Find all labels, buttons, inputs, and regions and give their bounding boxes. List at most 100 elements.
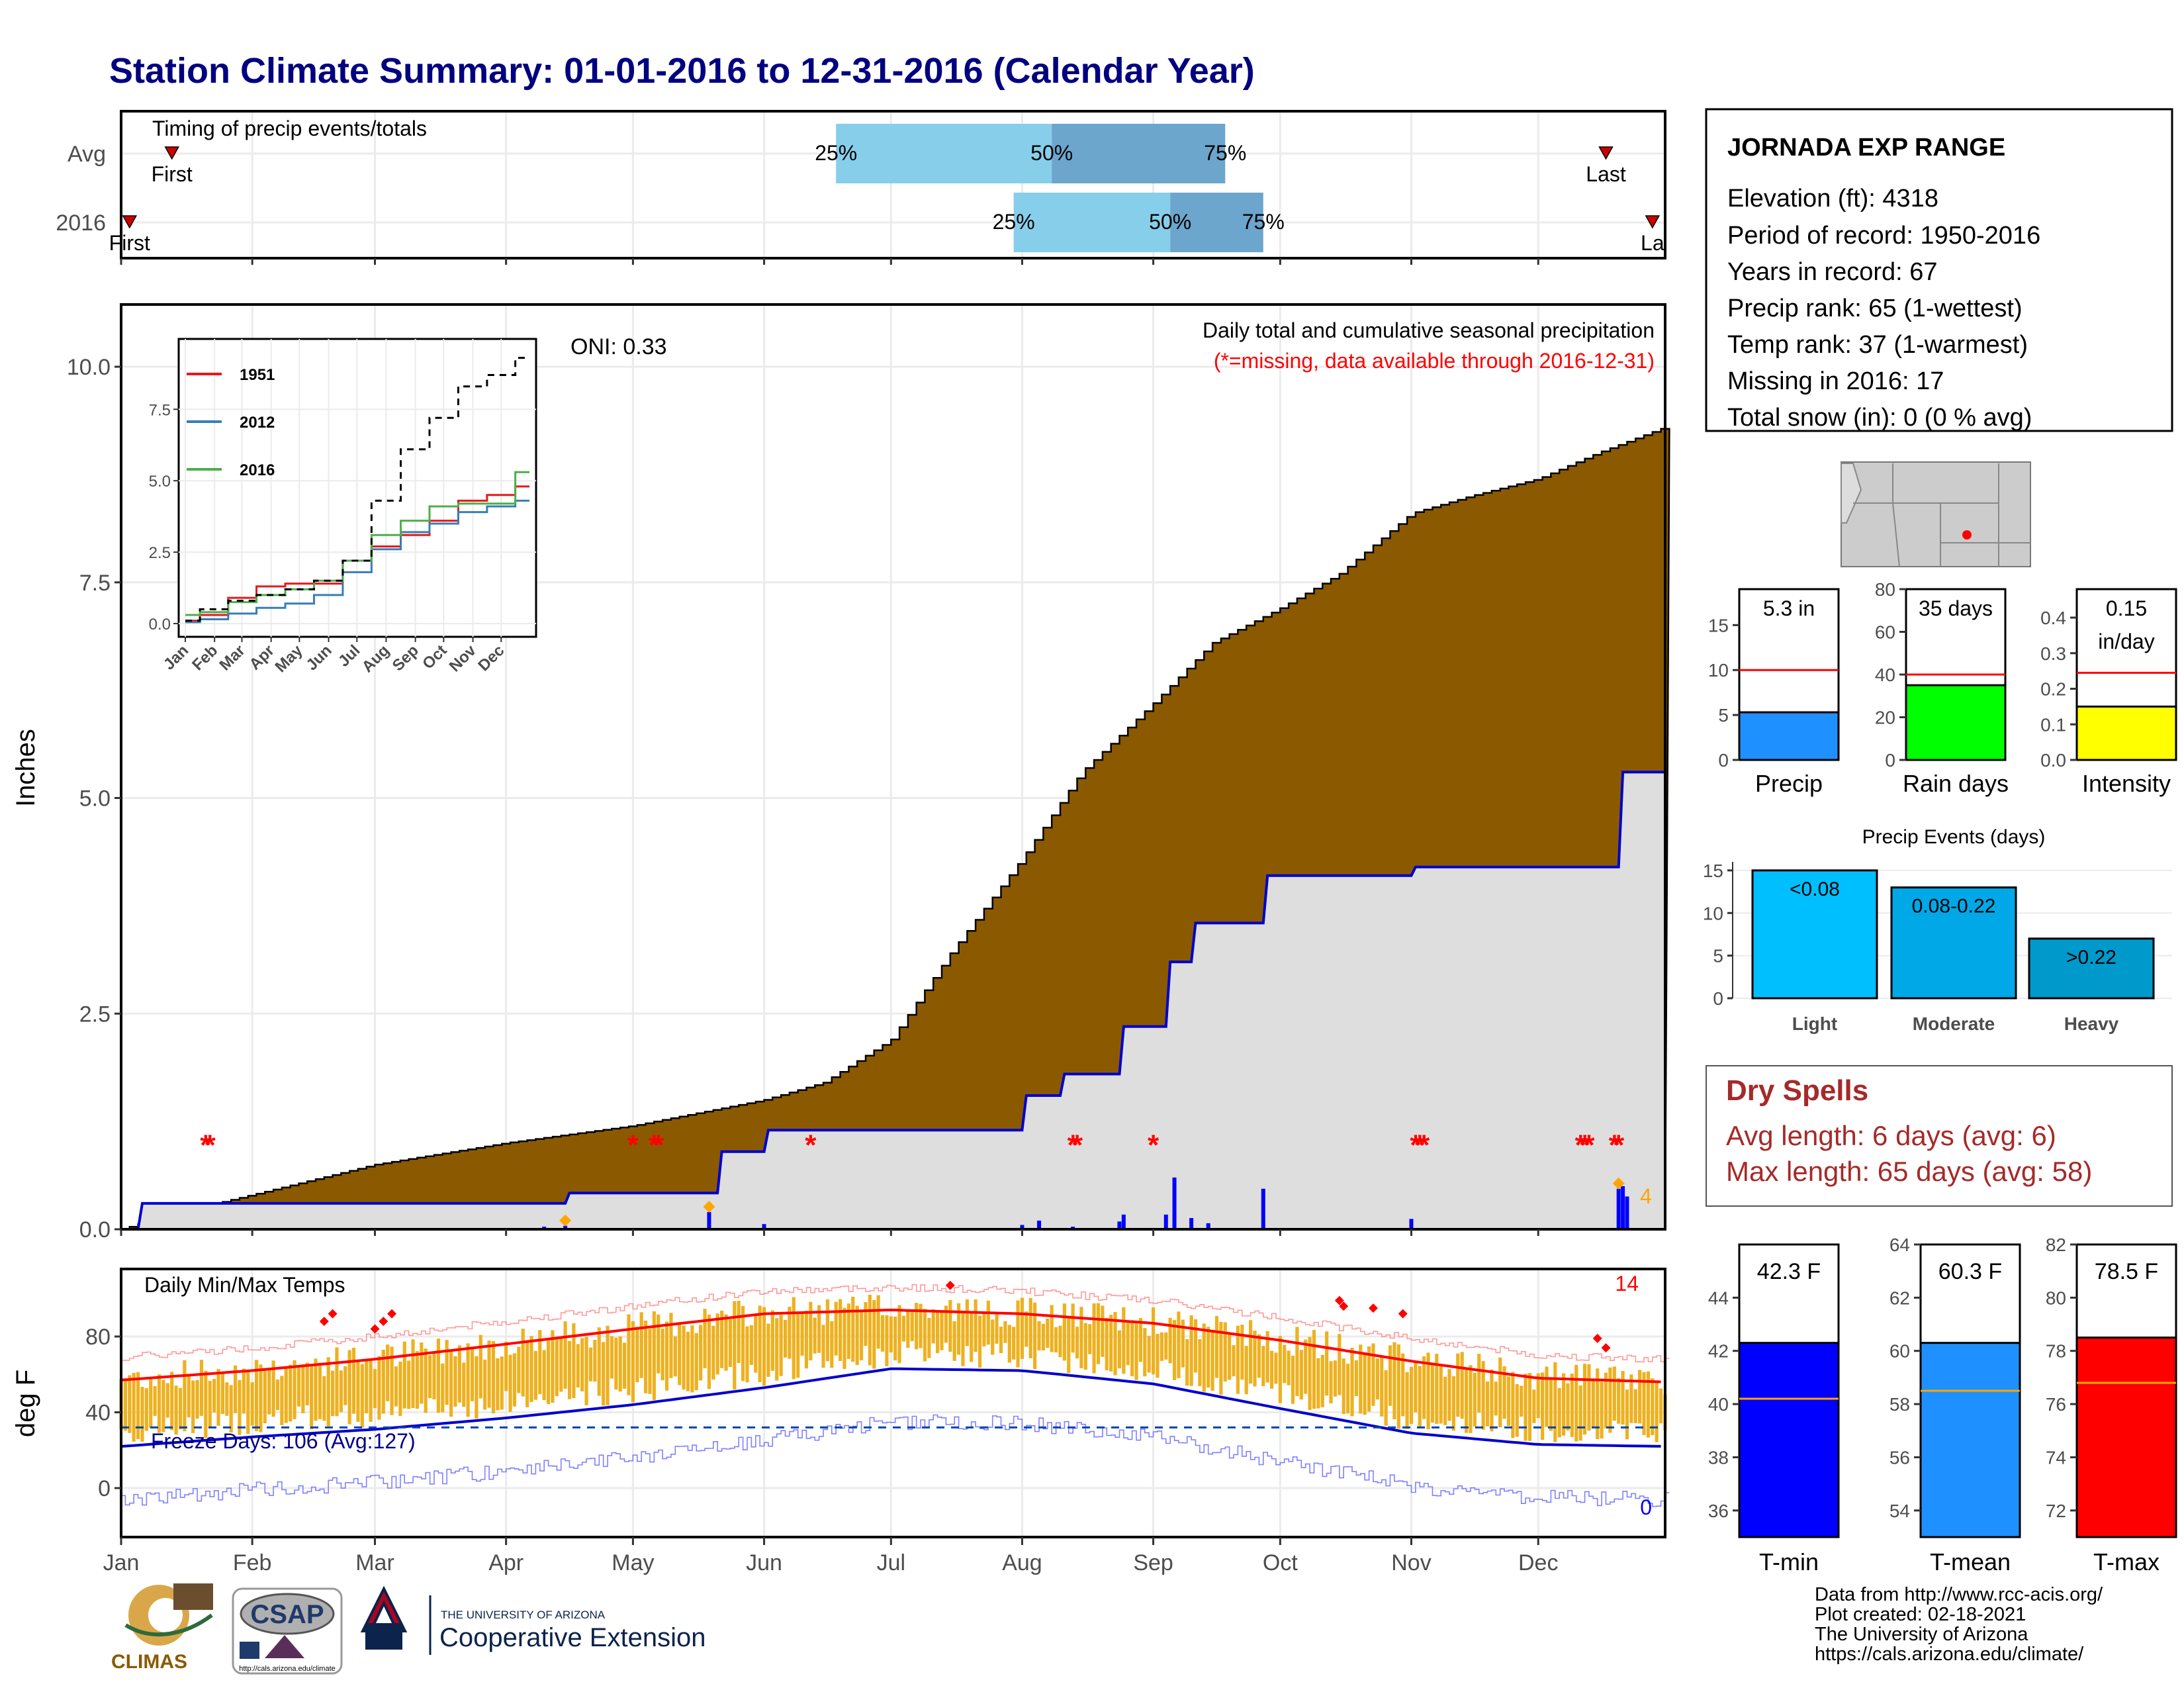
- daily-temp-bar: [1477, 1354, 1481, 1413]
- dry-spells-title: Dry Spells: [1726, 1074, 1868, 1107]
- daily-temp-bar: [386, 1344, 390, 1401]
- daily-temp-bar: [220, 1372, 225, 1415]
- daily-temp-bar: [153, 1385, 157, 1416]
- daily-temp-bar: [1625, 1389, 1629, 1440]
- daily-temp-bar: [335, 1347, 339, 1417]
- daily-temp-bar: [1502, 1366, 1506, 1419]
- daily-temp-bar: [1524, 1374, 1527, 1441]
- daily-temp-bar: [652, 1311, 656, 1400]
- daily-temp-bar: [123, 1380, 127, 1431]
- daily-temp-bar: [1012, 1327, 1016, 1360]
- timing-last-marker: [1645, 215, 1661, 229]
- daily-temp-bar: [1088, 1324, 1092, 1354]
- daily-temp-bar: [1236, 1325, 1240, 1394]
- daily-temp-bar: [284, 1368, 288, 1423]
- timing-quartile-bar-upper: [1052, 124, 1226, 183]
- daily-temp-bar: [741, 1305, 745, 1382]
- daily-temp-bar: [491, 1340, 496, 1414]
- daily-precip-bar: [1037, 1220, 1042, 1229]
- daily-temp-bar: [1384, 1370, 1388, 1426]
- daily-temp-bar: [1536, 1373, 1540, 1419]
- inset-series-line: [185, 499, 529, 624]
- daily-temp-bar: [762, 1307, 766, 1386]
- record-high-marker: [1592, 1333, 1602, 1343]
- daily-temp-bar: [343, 1366, 347, 1405]
- daily-temp-bar: [259, 1364, 263, 1432]
- daily-temp-bar: [1113, 1311, 1117, 1376]
- inset-ytick-label: 5.0: [149, 473, 171, 491]
- daily-temp-bar: [377, 1356, 381, 1420]
- daily-temp-bar: [420, 1342, 424, 1404]
- month-tick-label: Jul: [877, 1550, 905, 1575]
- daily-temp-bar: [952, 1321, 956, 1361]
- daily-temp-bar: [1388, 1345, 1392, 1406]
- daily-temp-bar: [1494, 1382, 1498, 1416]
- daily-temp-bar: [686, 1331, 690, 1391]
- daily-temp-bar: [1578, 1385, 1582, 1441]
- record-high-marker: [328, 1309, 338, 1319]
- daily-temp-bar: [402, 1341, 406, 1409]
- daily-temp-bar: [635, 1327, 639, 1382]
- inset-average-line: [185, 357, 529, 622]
- missing-day-marker: *: [653, 1129, 664, 1162]
- daily-temp-bar: [347, 1350, 351, 1425]
- daily-temp-bar: [606, 1325, 610, 1405]
- daily-temp-bar: [1312, 1330, 1316, 1409]
- dry-spells-max: Max length: 65 days (avg: 58): [1726, 1156, 2092, 1187]
- summary-bar-tick-label: 0.0: [2040, 750, 2066, 771]
- daily-temp-bar: [1232, 1345, 1236, 1377]
- events-category-label: Heavy: [2064, 1013, 2119, 1034]
- daily-temp-bar: [707, 1314, 711, 1389]
- daily-temp-bar: [1033, 1302, 1037, 1370]
- missing-day-marker: *: [200, 1129, 212, 1162]
- csap-logo: CSAP http://cals.arizona.edu/climate: [232, 1587, 343, 1675]
- daily-temp-bar: [876, 1295, 880, 1349]
- month-tick-label: Jun: [746, 1550, 782, 1575]
- daily-temp-bar: [944, 1305, 948, 1343]
- station-line: Missing in 2016: 17: [1727, 367, 1944, 395]
- daily-temp-bar: [1629, 1374, 1633, 1423]
- daily-temp-bar: [1396, 1344, 1400, 1429]
- inset-ytick-label: 2.5: [149, 544, 171, 562]
- daily-temp-bar: [1460, 1352, 1464, 1419]
- daily-temp-bar: [293, 1360, 296, 1419]
- temp-summary-bar: [1919, 1342, 2021, 1538]
- daily-temp-bar: [1168, 1317, 1172, 1364]
- daily-temp-bar: [936, 1312, 940, 1354]
- daily-temp-bar: [369, 1361, 373, 1422]
- station-line: Period of record: 1950-2016: [1727, 222, 2040, 250]
- daily-temp-bar: [1177, 1311, 1181, 1378]
- daily-temp-bar: [1308, 1336, 1312, 1410]
- daily-temp-bar: [1274, 1352, 1278, 1384]
- timing-label: Timing of precip events/totals: [152, 117, 427, 140]
- temp-summary-tick-label: 76: [2046, 1394, 2066, 1415]
- inset-ytick-label: 0.0: [149, 616, 171, 633]
- missing-day-marker: *: [627, 1129, 639, 1162]
- daily-temp-bar: [851, 1296, 855, 1362]
- daily-temp-bar: [567, 1340, 572, 1399]
- daily-temp-bar: [310, 1365, 314, 1430]
- events-bar: [2028, 937, 2155, 1000]
- temp-summary-value-label: 60.3 F: [1938, 1259, 2002, 1284]
- daily-temp-bar: [144, 1388, 148, 1431]
- daily-temp-bar: [275, 1380, 280, 1411]
- daily-temp-bar: [318, 1362, 322, 1419]
- missing-day-marker: *: [205, 1129, 216, 1162]
- daily-temp-bar: [1189, 1315, 1193, 1386]
- inset-series-line: [185, 471, 529, 616]
- daily-temp-bar: [1439, 1364, 1443, 1424]
- daily-temp-bar: [1291, 1356, 1295, 1404]
- daily-temp-bar: [880, 1315, 885, 1352]
- daily-temp-bar: [779, 1315, 783, 1376]
- daily-temp-bar: [161, 1380, 165, 1432]
- daily-temp-bar: [157, 1374, 161, 1433]
- daily-temp-bar: [254, 1360, 259, 1431]
- daily-temp-bar: [187, 1375, 191, 1418]
- daily-temp-bar: [1244, 1346, 1248, 1395]
- daily-temp-bar: [715, 1313, 719, 1375]
- temp-summary-tick-label: 60: [1889, 1341, 1910, 1362]
- station-line: Years in record: 67: [1727, 258, 1938, 286]
- daily-temp-bar: [901, 1315, 906, 1342]
- temp-summary-tick-label: 40: [1708, 1394, 1729, 1415]
- daily-temp-bar: [195, 1380, 199, 1419]
